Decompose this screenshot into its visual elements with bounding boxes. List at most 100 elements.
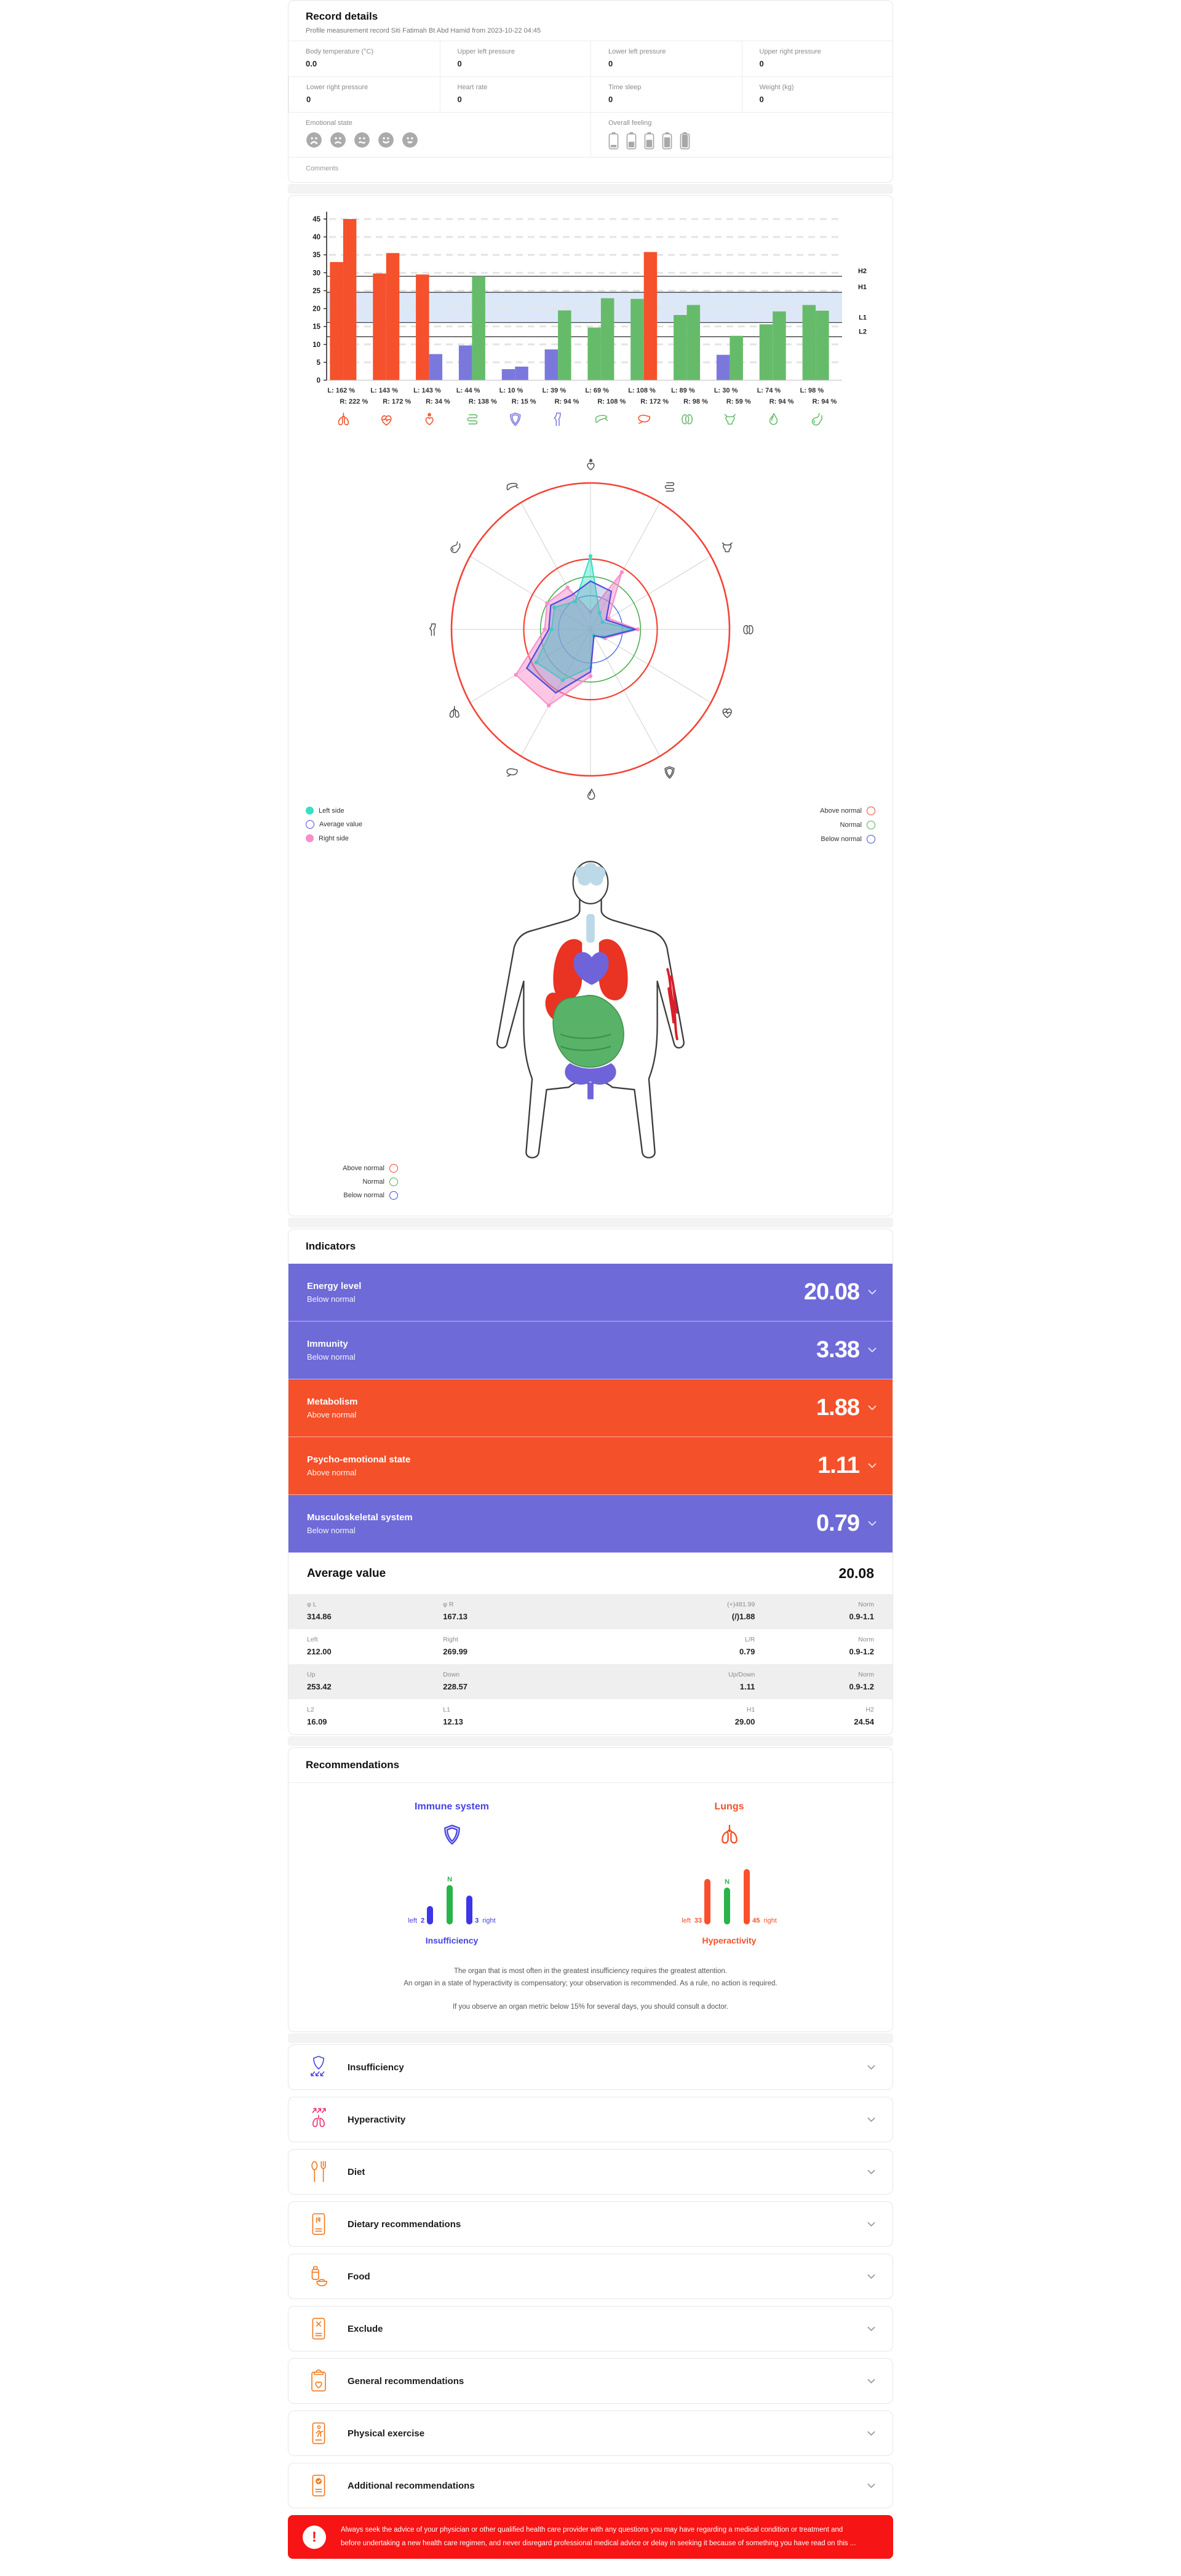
field-value: 0 [457, 59, 462, 68]
trachea-organ [586, 914, 595, 943]
a-food-icon [306, 2263, 332, 2289]
smiley-sad-icon [330, 132, 346, 148]
accordion-additional-recommendations[interactable]: Additional recommendations [288, 2463, 893, 2509]
heart-organ [573, 952, 609, 985]
overall-feeling-label: Overall feeling [608, 119, 652, 127]
indicator-value: 0.79 [816, 1510, 860, 1536]
battery-80-icon [662, 132, 672, 150]
average-value: 20.08 [838, 1565, 874, 1581]
table-cell: Up 253.42 [307, 1671, 443, 1691]
record-field: Lower right pressure 0 [288, 77, 440, 113]
right-label: right [763, 1917, 777, 1924]
table-cell: L/R 0.79 [579, 1636, 755, 1656]
cell-value: 0.9-1.2 [849, 1647, 874, 1656]
gallbladder-icon [769, 413, 778, 425]
cell-value: 212.00 [307, 1647, 332, 1656]
accordion-insufficiency[interactable]: Insufficiency [288, 2044, 893, 2091]
chevron-down-icon[interactable] [868, 1463, 877, 1469]
cell-label: L2 [307, 1706, 314, 1713]
legend-item: Average value [306, 820, 362, 829]
bar-pancreas-left [587, 327, 601, 380]
chevron-down-icon[interactable] [867, 2222, 875, 2227]
table-cell: L2 16.09 [307, 1706, 443, 1726]
record-fields-grid: Body temperature (°C) 0.0 Upper left pre… [288, 41, 893, 113]
average-value-row: Average value 20.08 [288, 1553, 893, 1594]
accordion-diet[interactable]: Diet [288, 2149, 893, 2195]
liver-icon [506, 768, 518, 777]
threshold-label: H2 [858, 268, 867, 275]
bar-lungs-left [330, 261, 343, 380]
table-row: L2 16.09 L1 12.13 H1 29.00 H2 24.54 [288, 1699, 893, 1734]
reco-caption: Hyperactivity [702, 1936, 757, 1945]
cell-label: Norm [858, 1601, 874, 1608]
field-value: 0 [457, 95, 462, 104]
bar-pancreas-right [600, 298, 614, 380]
chevron-down-icon[interactable] [868, 1405, 877, 1411]
threshold-label: L2 [859, 328, 867, 335]
pct-left-label: L: 74 % [757, 387, 781, 394]
field-label: Heart rate [457, 84, 488, 91]
accordion-general-recommendations[interactable]: General recommendations [288, 2358, 893, 2404]
cell-value: 12.13 [443, 1717, 463, 1726]
battery-45-icon [626, 132, 637, 150]
chevron-down-icon[interactable] [867, 2274, 875, 2279]
accordion-label: General recommendations [348, 2375, 464, 2387]
intestine-icon [467, 414, 478, 425]
pct-right-label: R: 94 % [813, 398, 837, 405]
cell-value: 0.79 [739, 1647, 755, 1656]
accordion-exclude[interactable]: Exclude [288, 2306, 893, 2352]
body-diagram [288, 858, 893, 1164]
chevron-down-icon[interactable] [867, 2065, 875, 2070]
accordion-food[interactable]: Food [288, 2254, 893, 2300]
overall-feeling-batteries [608, 132, 886, 150]
indicator-row-immunity[interactable]: Immunity Below normal 3.38 [288, 1322, 893, 1379]
a-diet-icon [306, 2159, 332, 2185]
indicator-row-metabolism[interactable]: Metabolism Above normal 1.88 [288, 1379, 893, 1437]
legend-label: Below normal [343, 1192, 384, 1199]
accordion-hyperactivity[interactable]: Hyperactivity [288, 2097, 893, 2143]
shield-icon [440, 1822, 464, 1847]
indicator-status: Below normal [307, 1352, 356, 1362]
chevron-down-icon[interactable] [868, 1521, 877, 1526]
accordion-physical-exercise[interactable]: Physical exercise [288, 2411, 893, 2457]
indicator-row-musculoskeletal-system[interactable]: Musculoskeletal system Below normal 0.79 [288, 1495, 893, 1553]
mini-bar-chart: left 2 N 3 right [408, 1863, 496, 1924]
chevron-down-icon[interactable] [867, 2117, 875, 2123]
pancreas-icon [506, 482, 519, 490]
a-doc-meal-icon [306, 2211, 332, 2237]
heart-icon [722, 708, 732, 719]
table-cell: Left 212.00 [307, 1636, 443, 1656]
pct-left-label: L: 162 % [327, 387, 355, 394]
kidneys-icon [682, 414, 693, 425]
emotional-smileys [306, 132, 584, 148]
indicator-row-psycho-emotional-state[interactable]: Psycho-emotional state Above normal 1.11 [288, 1437, 893, 1495]
threshold-label: H1 [858, 284, 867, 291]
legend-label: Normal [840, 821, 862, 829]
left-label: left [682, 1917, 691, 1924]
mini-bar [744, 1869, 750, 1924]
chevron-down-icon[interactable] [867, 2431, 875, 2436]
chevron-down-icon[interactable] [867, 2326, 875, 2332]
overall-feeling-cell: Overall feeling [590, 113, 893, 157]
section-gap [288, 2033, 893, 2044]
indicator-status: Above normal [307, 1468, 357, 1477]
accordion-dietary-recommendations[interactable]: Dietary recommendations [288, 2201, 893, 2247]
mini-bar-value: N [447, 1876, 453, 1883]
chevron-down-icon[interactable] [867, 2379, 875, 2384]
indicator-row-energy-level[interactable]: Energy level Below normal 20.08 [288, 1264, 893, 1322]
table-cell: Norm 0.9-1.2 [755, 1636, 874, 1656]
chevron-down-icon[interactable] [867, 2483, 875, 2489]
chevron-down-icon[interactable] [867, 2169, 875, 2175]
y-tick: 35 [312, 252, 320, 259]
exclamation-icon: ! [303, 2525, 326, 2549]
legend-item: Above normal [306, 1164, 398, 1173]
battery-100-icon [680, 132, 690, 150]
pink-dot-icon [306, 834, 314, 842]
y-tick: 25 [312, 287, 320, 295]
cell-value: 16.09 [307, 1717, 327, 1726]
chevron-down-icon[interactable] [868, 1290, 877, 1295]
cell-value: 1.11 [739, 1682, 755, 1691]
green-ring-icon [867, 821, 875, 829]
accordion-label: Exclude [348, 2323, 383, 2334]
chevron-down-icon[interactable] [868, 1347, 877, 1353]
